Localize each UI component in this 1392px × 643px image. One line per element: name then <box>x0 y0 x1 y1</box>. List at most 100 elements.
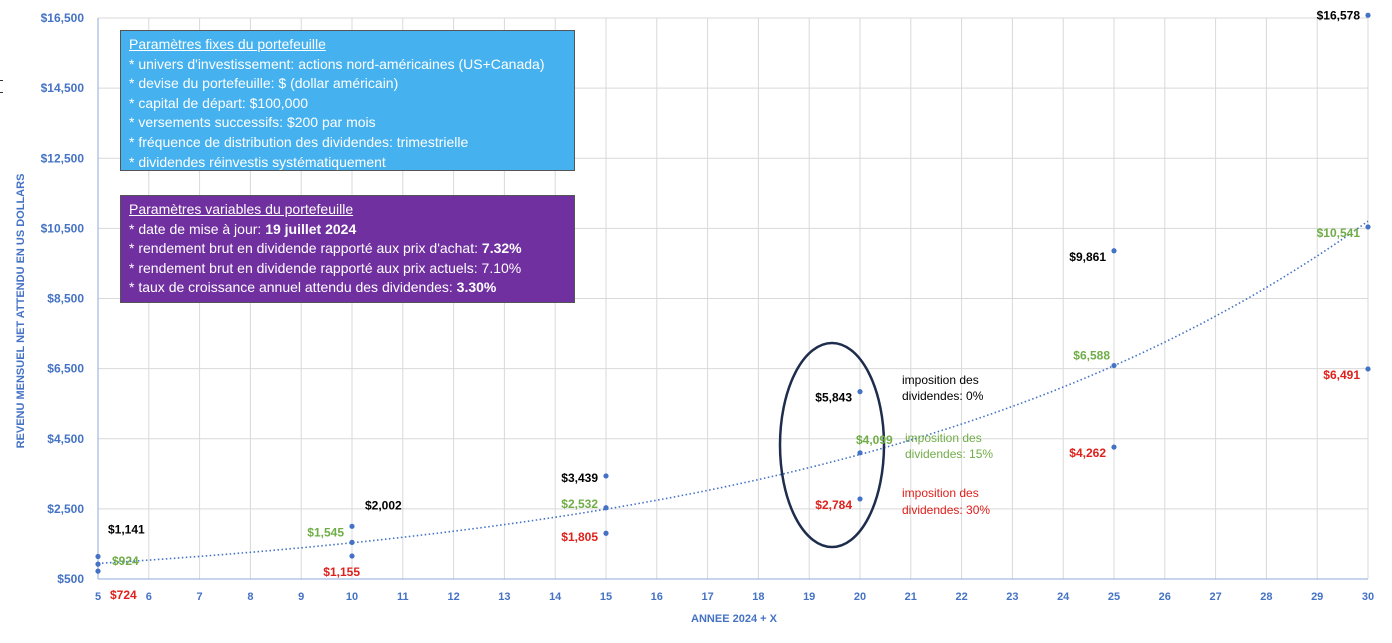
x-tick-label: 10 <box>346 591 358 603</box>
data-label: $2,002 <box>365 498 402 512</box>
annotation-30pct: imposition des dividendes: 30% <box>902 486 990 517</box>
y-tick-label: $2,500 <box>47 502 84 516</box>
svg-text:dividendes: 30%: dividendes: 30% <box>902 503 990 517</box>
variable-parameters-title: Paramètres variables du portefeuille <box>129 201 354 217</box>
variable-line-date: * date de mise à jour: 19 juillet 2024 <box>129 220 566 240</box>
x-tick-label: 23 <box>1006 591 1018 603</box>
fixed-line: * dividendes réinvestis systématiquement <box>129 153 386 170</box>
data-label: $6,491 <box>1323 368 1360 382</box>
fixed-line: * capital de départ: $100,000 <box>129 94 309 111</box>
y-tick-label: $8,500 <box>47 292 84 306</box>
data-point <box>857 450 863 456</box>
trendline-15pct <box>97 220 1369 565</box>
data-point <box>1111 444 1117 450</box>
variable-parameters-box: Paramètres variables du portefeuille * d… <box>120 195 575 303</box>
x-tick-label: 7 <box>197 591 203 603</box>
data-label: $1,155 <box>323 565 360 579</box>
data-point <box>95 561 101 567</box>
fixed-parameters-box: Paramètres fixes du portefeuille * unive… <box>120 30 575 171</box>
data-point <box>603 505 609 511</box>
highlight-ellipse <box>778 341 886 549</box>
fixed-line: * versements successifs: $200 par mois <box>129 114 376 131</box>
data-point <box>95 568 101 574</box>
data-point <box>857 389 863 395</box>
x-tick-label: 8 <box>247 591 253 603</box>
data-label: $1,805 <box>561 530 598 544</box>
y-tick-label: $16,500 <box>41 11 85 25</box>
x-tick-label: 19 <box>803 591 815 603</box>
x-tick-label: 11 <box>397 591 409 603</box>
data-label: $16,578 <box>1317 8 1361 22</box>
edge-tick <box>0 80 3 81</box>
x-tick-label: 27 <box>1209 591 1221 603</box>
data-point <box>603 530 609 536</box>
x-tick-label: 16 <box>651 591 663 603</box>
data-label: $1,545 <box>307 525 344 539</box>
data-point <box>1365 224 1371 230</box>
variable-line-prefix: * date de mise à jour: <box>129 220 266 237</box>
data-label: $4,099 <box>856 433 893 447</box>
variable-line-yield-current: * rendement brut en dividende rapporté a… <box>129 259 522 276</box>
fixed-line: * fréquence de distribution des dividend… <box>129 133 469 150</box>
data-point <box>1365 366 1371 372</box>
fixed-line: * devise du portefeuille: $ (dollar amér… <box>129 75 399 92</box>
data-point <box>349 523 355 529</box>
fixed-line: * univers d'investissement: actions nord… <box>129 55 545 72</box>
y-tick-label: $4,500 <box>47 432 84 446</box>
data-point <box>95 553 101 560</box>
y-tick-label: $500 <box>57 572 84 586</box>
x-tick-label: 20 <box>854 591 866 603</box>
variable-line-yield-purchase: * rendement brut en dividende rapporté a… <box>129 239 566 259</box>
x-tick-label: 12 <box>447 591 459 603</box>
x-tick-label: 21 <box>905 591 917 603</box>
x-tick-label: 29 <box>1311 591 1323 603</box>
data-label: $3,439 <box>561 471 598 485</box>
x-tick-label: 9 <box>298 591 304 603</box>
data-point <box>1365 12 1371 18</box>
x-tick-label: 6 <box>146 591 152 603</box>
y-tick-label: $10,500 <box>41 221 85 235</box>
x-tick-label: 5 <box>95 591 101 603</box>
data-label: $2,532 <box>561 497 598 511</box>
data-label: $2,784 <box>815 498 852 512</box>
x-tick-label: 13 <box>498 591 510 603</box>
svg-text:imposition des: imposition des <box>902 373 979 387</box>
data-point <box>857 496 863 502</box>
x-tick-label: 24 <box>1057 591 1070 603</box>
y-tick-label: $6,500 <box>47 362 84 376</box>
variable-line-prefix: * taux de croissance annuel attendu des … <box>129 279 457 296</box>
data-label: $4,262 <box>1069 446 1106 460</box>
y-axis-title: REVENU MENSUEL NET ATTENDU EN US DOLLARS <box>15 174 27 449</box>
x-axis-title: ANNEE 2024 + X <box>691 613 778 625</box>
data-points <box>95 12 1371 574</box>
data-label: $6,588 <box>1073 349 1110 363</box>
data-point <box>1111 362 1117 369</box>
y-tick-labels: $500 $2,500 $4,500 $6,500 $8,500 $10,500 $12,5… <box>41 11 85 586</box>
data-point <box>349 539 355 545</box>
x-tick-labels: 5 6 7 8 9 10 11 12 13 14 15 16 17 18 19 20 21 22 23 24 25 26 2… <box>95 591 1374 603</box>
update-date: 19 juillet 2024 <box>265 220 357 237</box>
x-tick-label: 28 <box>1260 591 1272 603</box>
data-labels: $1,141 $2,002 $3,439 $5,843 $9,861 $16,578 $92… <box>108 8 1360 602</box>
data-label: $10,541 <box>1317 226 1361 240</box>
data-label: $1,141 <box>108 523 145 537</box>
data-label: $924 <box>112 554 139 568</box>
x-tick-label: 25 <box>1108 591 1120 603</box>
svg-text:dividendes: 15%: dividendes: 15% <box>905 447 993 461</box>
edge-tick <box>0 92 3 93</box>
yield-purchase-value: 7.32% <box>481 240 522 257</box>
variable-line-prefix: * rendement brut en dividende rapporté a… <box>129 240 482 257</box>
x-tick-label: 15 <box>600 591 612 603</box>
variable-line-growth: * taux de croissance annuel attendu des … <box>129 278 566 298</box>
x-tick-label: 18 <box>752 591 764 603</box>
y-tick-label: $14,500 <box>41 81 85 95</box>
data-point <box>603 473 609 479</box>
fixed-parameters-title: Paramètres fixes du portefeuille <box>129 36 326 52</box>
data-label: $9,861 <box>1069 250 1106 264</box>
x-tick-label: 22 <box>955 591 967 603</box>
svg-text:dividendes: 0%: dividendes: 0% <box>902 389 984 403</box>
annotation-0pct: imposition des dividendes: 0% <box>902 373 984 403</box>
x-tick-label: 26 <box>1159 591 1171 603</box>
y-tick-label: $12,500 <box>41 151 85 165</box>
